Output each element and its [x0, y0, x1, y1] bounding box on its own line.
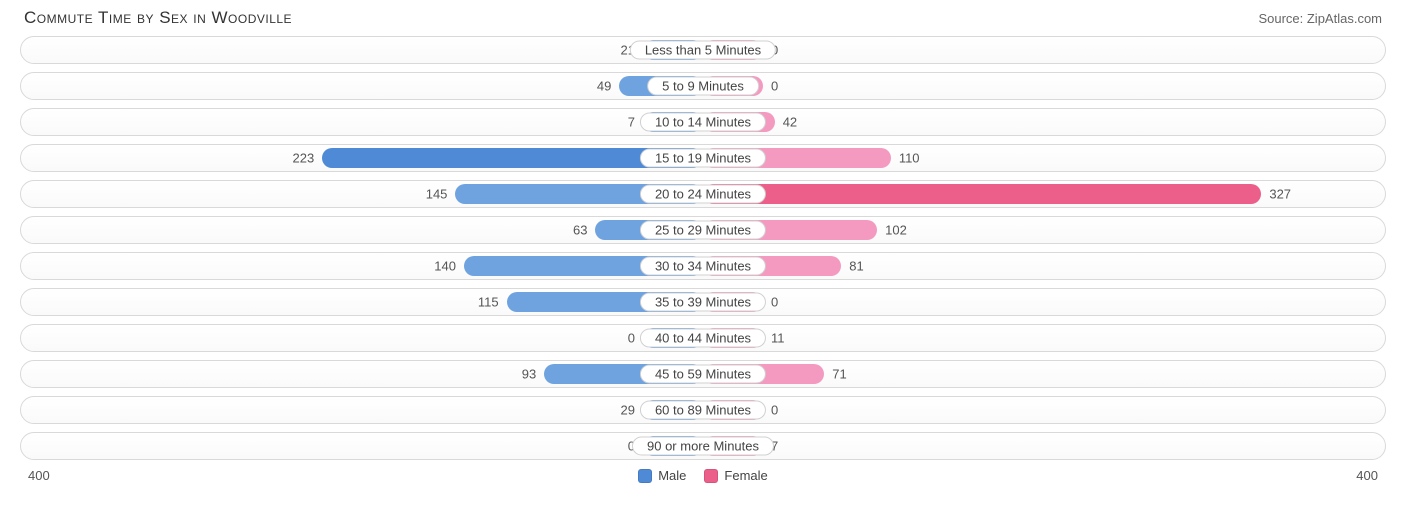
chart-row: 29 0 60 to 89 Minutes [20, 396, 1386, 424]
row-label: 25 to 29 Minutes [640, 221, 766, 240]
legend: Male Female [638, 468, 768, 483]
female-value: 0 [771, 79, 778, 94]
chart-area: 210Less than 5 Minutes 49 0 5 to 9 Minutes 7… [0, 32, 1406, 460]
male-value: 223 [293, 151, 315, 166]
chart-row: 0 11 40 to 44 Minutes [20, 324, 1386, 352]
axis-left-label: 400 [28, 468, 50, 483]
male-value: 49 [597, 79, 611, 94]
male-value: 140 [434, 259, 456, 274]
row-label: 40 to 44 Minutes [640, 329, 766, 348]
male-value: 93 [522, 367, 536, 382]
female-value: 102 [885, 223, 907, 238]
male-value: 145 [426, 187, 448, 202]
row-label: 20 to 24 Minutes [640, 185, 766, 204]
chart-title: Commute Time by Sex in Woodville [24, 8, 292, 28]
legend-label: Male [658, 468, 686, 483]
female-value: 0 [771, 295, 778, 310]
male-value: 63 [573, 223, 587, 238]
row-label: 45 to 59 Minutes [640, 365, 766, 384]
row-label: 5 to 9 Minutes [647, 77, 759, 96]
female-value: 42 [783, 115, 797, 130]
chart-row: 63 102 25 to 29 Minutes [20, 216, 1386, 244]
row-label: 30 to 34 Minutes [640, 257, 766, 276]
row-label: 15 to 19 Minutes [640, 149, 766, 168]
female-value: 327 [1269, 187, 1291, 202]
row-label: 90 or more Minutes [632, 437, 774, 456]
chart-row: 7 42 10 to 14 Minutes [20, 108, 1386, 136]
chart-row: 49 0 5 to 9 Minutes [20, 72, 1386, 100]
axis-row: 400 Male Female 400 [0, 468, 1406, 483]
row-label: 35 to 39 Minutes [640, 293, 766, 312]
female-value: 81 [849, 259, 863, 274]
row-label: 60 to 89 Minutes [640, 401, 766, 420]
female-value: 0 [771, 403, 778, 418]
female-bar [703, 184, 1261, 204]
row-label: 10 to 14 Minutes [640, 113, 766, 132]
chart-row: 210Less than 5 Minutes [20, 36, 1386, 64]
female-value: 110 [899, 151, 920, 166]
chart-row: 0790 or more Minutes [20, 432, 1386, 460]
chart-row: 145 327 20 to 24 Minutes [20, 180, 1386, 208]
male-value: 0 [628, 331, 635, 346]
legend-label: Female [724, 468, 767, 483]
legend-swatch [704, 469, 718, 483]
legend-swatch [638, 469, 652, 483]
chart-row: 93 71 45 to 59 Minutes [20, 360, 1386, 388]
chart-source: Source: ZipAtlas.com [1258, 11, 1382, 26]
legend-item: Female [704, 468, 767, 483]
chart-row: 115 0 35 to 39 Minutes [20, 288, 1386, 316]
female-value: 11 [771, 331, 785, 346]
male-value: 29 [621, 403, 635, 418]
male-value: 115 [478, 295, 499, 310]
chart-row: 223 110 15 to 19 Minutes [20, 144, 1386, 172]
chart-row: 140 81 30 to 34 Minutes [20, 252, 1386, 280]
female-value: 71 [832, 367, 846, 382]
axis-right-label: 400 [1356, 468, 1378, 483]
legend-item: Male [638, 468, 686, 483]
male-value: 7 [628, 115, 635, 130]
row-label: Less than 5 Minutes [630, 41, 776, 60]
